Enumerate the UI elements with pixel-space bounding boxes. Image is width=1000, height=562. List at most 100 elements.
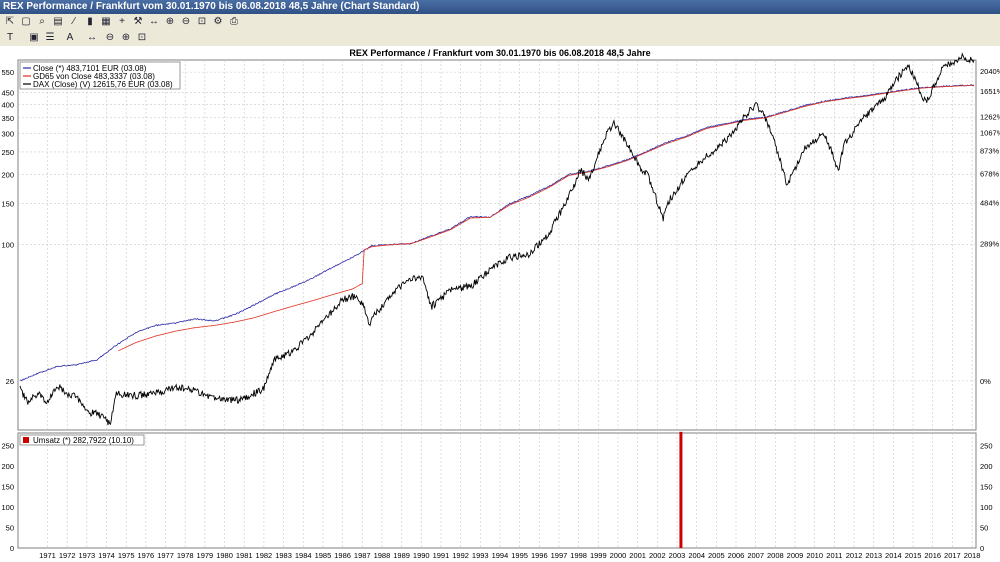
chart-icon[interactable]: ▤: [53, 16, 63, 27]
volume-tick-left: 0: [10, 544, 14, 553]
series-line-1: [118, 84, 974, 352]
bar-icon[interactable]: ▮: [87, 16, 93, 27]
volume-tick-left: 100: [1, 503, 14, 512]
y-tick-label-left: 550: [1, 68, 14, 77]
volume-layer: [679, 431, 683, 548]
x-tick-label: 1992: [452, 551, 469, 560]
y-tick-label-right: 484%: [980, 198, 1000, 207]
x-tick-label: 2005: [708, 551, 725, 560]
y-tick-label-right: 678%: [980, 169, 1000, 178]
y-tick-label-right: 0%: [980, 377, 991, 386]
text-icon[interactable]: A: [66, 32, 74, 43]
settings-icon[interactable]: ⚙: [213, 16, 223, 27]
y-tick-label-left: 250: [1, 148, 14, 157]
volume-tick-right: 100: [980, 503, 993, 512]
x-tick-label: 1997: [551, 551, 568, 560]
volume-legend-swatch: [23, 437, 29, 443]
volume-tick-right: 150: [980, 482, 993, 491]
volume-tick-left: 50: [6, 523, 14, 532]
x-tick-label: 1998: [570, 551, 587, 560]
zoom-out-icon[interactable]: ⊖: [181, 16, 191, 27]
volume-bar: [679, 431, 683, 548]
typeface-icon[interactable]: T: [6, 32, 14, 43]
legend: Close (*) 483,7101 EUR (03.08)GD65 von C…: [19, 61, 181, 90]
volume-tick-right: 50: [980, 523, 988, 532]
volume-legend-box: [19, 434, 145, 446]
print-icon[interactable]: ⎙: [230, 16, 238, 27]
scroll-icon[interactable]: ↔: [149, 16, 159, 27]
x-tick-label: 2000: [610, 551, 627, 560]
zoom-in-icon[interactable]: ⊕: [165, 16, 175, 27]
volume-plot-frame: [17, 432, 977, 549]
x-tick-label: 1985: [315, 551, 332, 560]
x-tick-label: 1974: [98, 551, 115, 560]
tick-layer: 1971 1972 1973 1974 1975 1976 1977 1978 1979 1980…: [1, 67, 1000, 560]
volume-tick-right: 200: [980, 462, 993, 471]
y-tick-label-right: 2040%: [980, 67, 1000, 76]
legend-label: Close (*) 483,7101 EUR (03.08): [33, 64, 147, 73]
cursor-icon[interactable]: ⇱: [5, 16, 15, 27]
y-tick-label-left: 400: [1, 100, 14, 109]
series-layer: [19, 52, 975, 426]
pan-icon[interactable]: ↔: [87, 32, 97, 43]
y-tick-label-left: 450: [1, 88, 14, 97]
x-tick-label: 2014: [885, 551, 902, 560]
y-tick-label-left: 100: [1, 241, 14, 250]
x-tick-label: 1995: [511, 551, 528, 560]
x-tick-label: 2004: [688, 551, 705, 560]
y-tick-label-right: 1067%: [980, 128, 1000, 137]
chart-title: REX Performance / Frankfurt vom 30.01.19…: [349, 48, 651, 58]
y-tick-label-left: 300: [1, 129, 14, 138]
cross-icon[interactable]: +: [119, 16, 125, 27]
line-icon[interactable]: ∕: [73, 16, 75, 27]
x-tick-label: 1977: [157, 551, 174, 560]
x-tick-label: 2001: [629, 551, 646, 560]
x-tick-label: 2016: [924, 551, 941, 560]
x-tick-label: 1976: [138, 551, 155, 560]
y-tick-label-right: 1651%: [980, 87, 1000, 96]
x-tick-label: 1986: [334, 551, 351, 560]
select-icon[interactable]: ▢: [21, 16, 31, 27]
x-tick-label: 1983: [275, 551, 292, 560]
volume-tick-left: 250: [1, 441, 14, 450]
tool-icon[interactable]: ⚒: [133, 16, 143, 27]
volume-tick-right: 250: [980, 441, 993, 450]
y-tick-label-left: 26: [6, 377, 14, 386]
x-tick-label: 2018: [964, 551, 981, 560]
x-tick-label: 2006: [728, 551, 745, 560]
x-tick-label: 1993: [472, 551, 489, 560]
x-tick-label: 2011: [826, 551, 842, 560]
x-tick-label: 1981: [236, 551, 253, 560]
legend-label: DAX (Close) (V) 12615,76 EUR (03.08): [33, 80, 173, 89]
x-tick-label: 2009: [787, 551, 804, 560]
x-tick-label: 1991: [433, 551, 450, 560]
grid-icon[interactable]: ▦: [101, 16, 111, 27]
x-grid: [47, 60, 973, 548]
x-tick-label: 1973: [79, 551, 96, 560]
x-tick-label: 2017: [944, 551, 961, 560]
x-tick-label: 1980: [216, 551, 233, 560]
select-area-icon[interactable]: ▣: [29, 32, 39, 43]
y-tick-label-right: 1262%: [980, 113, 1000, 122]
legend-label: GD65 von Close 483,3337 (03.08): [33, 72, 155, 81]
x-tick-label: 1990: [413, 551, 430, 560]
x-tick-label: 2008: [767, 551, 784, 560]
main-plot-frame: [17, 59, 977, 431]
zoom-fit-icon[interactable]: ⊡: [197, 16, 207, 27]
zoom-plus-icon[interactable]: ⊕: [121, 32, 131, 43]
x-tick-label: 1984: [295, 551, 312, 560]
volume-tick-left: 200: [1, 462, 14, 471]
x-tick-label: 1999: [590, 551, 607, 560]
x-tick-label: 1982: [256, 551, 273, 560]
zoom-minus-icon[interactable]: ⊖: [105, 32, 115, 43]
volume-tick-right: 0: [980, 544, 984, 553]
window-title: REX Performance / Frankfurt vom 30.01.19…: [0, 0, 1000, 14]
zoom-icon[interactable]: ⌕: [39, 16, 45, 27]
x-tick-label: 1979: [197, 551, 214, 560]
volume-legend: Umsatz (*) 282,7922 (10.10): [19, 434, 145, 446]
x-tick-label: 1989: [393, 551, 410, 560]
volume-legend-label: Umsatz (*) 282,7922 (10.10): [33, 436, 134, 445]
fibonacci-icon[interactable]: ☰: [45, 32, 55, 43]
zoom-reset-icon[interactable]: ⊡: [137, 32, 147, 43]
